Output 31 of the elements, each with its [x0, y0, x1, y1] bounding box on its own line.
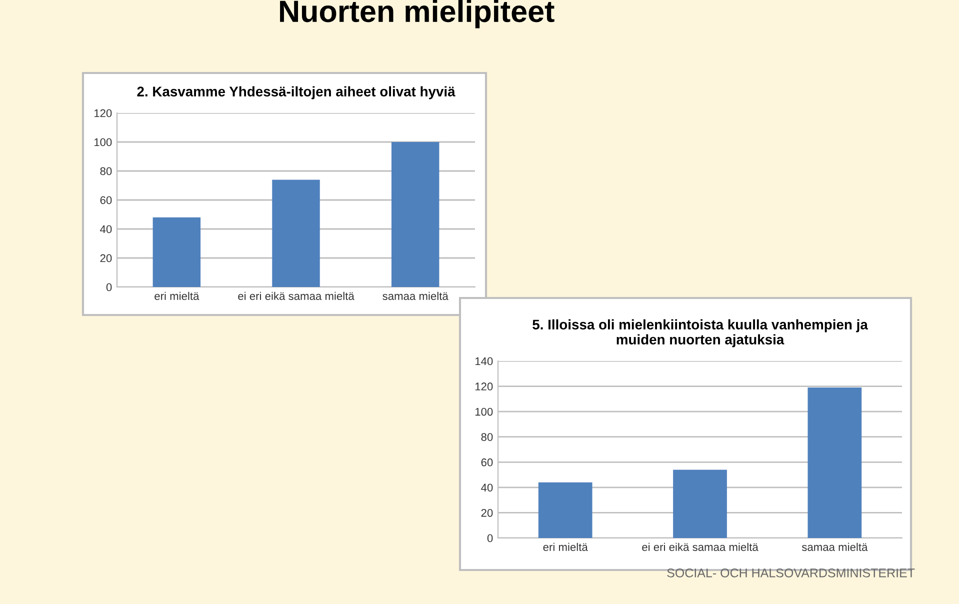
text: SOCIAL- OCH HALSOVARDSMINISTERIET [667, 568, 915, 578]
bar [538, 482, 592, 538]
y-tick-label: 120 [475, 382, 493, 390]
bar [272, 180, 320, 287]
y-tick-label: 40 [100, 225, 112, 234]
y-tick-label: 20 [481, 508, 493, 517]
y-tick-label: 100 [475, 408, 493, 416]
y-tick-label: 20 [100, 254, 112, 262]
chart-title: 5. Illoissa oli mielenkiintoista kuulla vanhempien ja muiden nuorten ajatuksia [532, 319, 868, 348]
x-tick-label: eri mieltä [154, 292, 200, 300]
y-tick-label: 140 [475, 357, 493, 366]
bar [673, 470, 727, 538]
x-tick-label: samaa mieltä [802, 542, 868, 552]
y-tick-label: 60 [100, 196, 112, 204]
x-tick-label: ei eri eikä samaa mieltä [238, 292, 354, 300]
text: Nuorten mielipiteet [280, 0, 554, 28]
y-tick-label: 0 [487, 534, 493, 542]
bar [152, 217, 201, 287]
y-tick-label: 100 [94, 138, 112, 146]
x-tick-label: samaa mieltä [382, 292, 448, 300]
y-tick-label: 60 [481, 458, 493, 466]
bar [808, 388, 862, 538]
chart-title: 2. Kasvamme Yhdessä-iltojen aiheet olivat hyviä [137, 86, 456, 100]
x-tick-label: ei eri eikä samaa mieltä [642, 542, 758, 552]
y-tick-label: 80 [481, 433, 493, 441]
bar [391, 142, 440, 287]
y-tick-label: 0 [106, 283, 112, 292]
x-tick-label: eri mieltä [543, 542, 588, 552]
y-tick-label: 120 [94, 109, 112, 118]
y-tick-label: 80 [100, 167, 112, 176]
y-tick-label: 40 [481, 484, 493, 492]
